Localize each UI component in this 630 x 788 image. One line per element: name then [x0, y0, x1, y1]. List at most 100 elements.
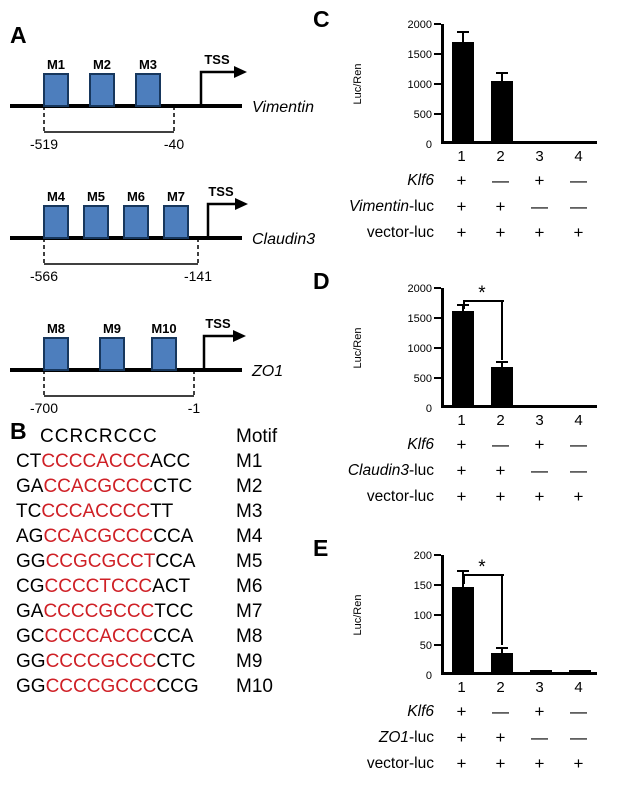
error-bar-cap — [457, 31, 469, 33]
y-tick-label: 100 — [413, 610, 432, 622]
sign: + — [534, 171, 545, 190]
seq-post: ACC — [150, 451, 191, 472]
panel-d-chart: Luc/Ren 0 500 1000 1500 2000 * — [346, 270, 602, 415]
plot-area — [441, 24, 597, 144]
sequence: GGCCCCGCCCCTC — [16, 649, 236, 674]
sign: + — [456, 754, 467, 773]
sign: — — [531, 197, 548, 216]
row-label: ZO1-luc — [346, 725, 442, 751]
region-start: -566 — [30, 268, 58, 284]
sign: — — [531, 728, 548, 747]
x-axis-labels: 1 2 3 4 — [346, 412, 602, 432]
condition-row-vector: vector-luc + + + + — [346, 484, 602, 510]
seq-pre: TC — [16, 501, 42, 522]
motif-name: M10 — [236, 676, 273, 697]
row-label-italic: Klf6 — [407, 703, 434, 720]
motif-label-m6: M6 — [127, 189, 145, 204]
y-tick-mark — [434, 347, 441, 349]
condition-row-klf6: Klf6 + — + — — [346, 432, 602, 458]
tss-arrowhead-icon — [235, 198, 248, 210]
sequence: TCCCCACCCCTT — [16, 499, 236, 524]
motif-name: M5 — [236, 551, 263, 572]
y-tick-label: 1500 — [407, 313, 432, 325]
motif-name: M8 — [236, 626, 263, 647]
seq-post: CTC — [156, 651, 196, 672]
row-label-italic: ZO1 — [378, 729, 410, 746]
seq-pre: GG — [16, 651, 46, 672]
seq-core: CCCCGCCC — [43, 601, 155, 622]
motif-box-m5 — [83, 205, 109, 239]
consensus-row: CCRCRCCC Motif — [16, 424, 316, 449]
row-label-italic: Klf6 — [407, 436, 434, 453]
sign: + — [573, 223, 584, 242]
region-end: -40 — [164, 136, 184, 152]
motif-box-m7 — [163, 205, 189, 239]
bracket-line — [463, 574, 504, 576]
y-tick-mark — [434, 644, 441, 646]
claudin3-promoter-diagram: M4 M5 M6 M7 TSS Claudin3 -566 -141 — [10, 184, 315, 284]
y-axis-title: Luc/Ren — [352, 594, 364, 636]
y-tick-label: 500 — [413, 373, 432, 385]
zo1-promoter-diagram: M8 M9 M10 TSS ZO1 -700 -1 — [10, 316, 283, 416]
tss-label: TSS — [208, 184, 234, 199]
sign: — — [570, 461, 587, 480]
tss-arrowhead-icon — [233, 330, 246, 342]
seq-pre: GG — [16, 676, 46, 697]
motif-name: M6 — [236, 576, 263, 597]
y-tick-label: 150 — [413, 580, 432, 592]
seq-core: CCCCGCCC — [45, 676, 157, 697]
sign: — — [492, 171, 509, 190]
row-label-plain: -luc — [409, 462, 434, 479]
error-bar — [501, 649, 503, 653]
y-tick-label: 1000 — [407, 343, 432, 355]
condition-row-reporter: Claudin3-luc + + — — — [346, 458, 602, 484]
sign: + — [456, 702, 467, 721]
sequence: AGCCACGCCCCCA — [16, 524, 236, 549]
row-label-plain: vector-luc — [366, 224, 434, 241]
tss-arrow — [202, 334, 233, 370]
sign: — — [492, 435, 509, 454]
y-axis-title: Luc/Ren — [352, 327, 364, 369]
y-tick-mark — [434, 614, 441, 616]
seq-core: CCCCACCC — [44, 626, 154, 647]
row-label-italic: Klf6 — [407, 172, 434, 189]
y-tick-mark — [434, 584, 441, 586]
sequence-row-m7: GACCCCGCCCTCC M7 — [16, 599, 316, 624]
panel-b-sequences: CCRCRCCC Motif CTCCCCACCCACC M1 GACCACGC… — [16, 424, 316, 699]
motif-label-m7: M7 — [167, 189, 185, 204]
sequence-row-m9: GGCCCCGCCCCTC M9 — [16, 649, 316, 674]
seq-pre: AG — [16, 526, 44, 547]
sequence-row-m4: AGCCACGCCCCCA M4 — [16, 524, 316, 549]
y-tick-label: 50 — [419, 640, 432, 652]
bar-1 — [452, 42, 474, 141]
seq-pre: GA — [16, 476, 44, 497]
seq-post: ACT — [152, 576, 191, 597]
condition-row-reporter: ZO1-luc + + — — — [346, 725, 602, 751]
sequence: GACCACGCCCCTC — [16, 474, 236, 499]
motif-box-m9 — [99, 337, 125, 371]
y-tick-label: 0 — [425, 670, 432, 682]
error-bar-cap — [457, 570, 469, 572]
plot-area: * — [441, 555, 597, 675]
bar-1 — [452, 587, 474, 672]
gene-name: Vimentin — [252, 99, 314, 116]
tss-label: TSS — [204, 52, 230, 67]
row-label-plain: -luc — [409, 729, 434, 746]
region-end: -1 — [188, 400, 201, 416]
row-label: vector-luc — [346, 751, 442, 777]
motif-label-m10: M10 — [151, 321, 176, 336]
panel-c-label: C — [313, 6, 330, 32]
significance-star: * — [478, 283, 486, 304]
sequence-row-m10: GGCCCCGCCCCCG M10 — [16, 674, 316, 699]
sequence-row-m5: GGCCGCGCCTCCA M5 — [16, 549, 316, 574]
region-start: -700 — [30, 400, 58, 416]
motif-name: M1 — [236, 451, 263, 472]
tss-arrow — [206, 202, 235, 238]
motif-box-m3 — [135, 73, 161, 107]
seq-core: CCCCGCCC — [45, 651, 157, 672]
motif-label-m5: M5 — [87, 189, 105, 204]
y-tick-label: 2000 — [407, 19, 432, 31]
x-tick-label: 1 — [457, 148, 466, 165]
error-bar — [462, 572, 464, 587]
row-label: Klf6 — [346, 699, 442, 725]
